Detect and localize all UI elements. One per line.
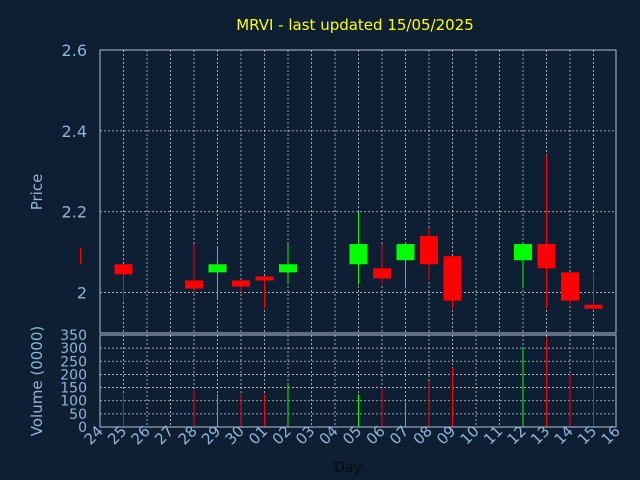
volume-tick-label: 200 [60, 367, 87, 383]
volume-tick-label: 150 [60, 381, 87, 397]
volume-tick-label: 300 [60, 341, 87, 357]
candle-body [232, 280, 250, 287]
volume-tick-label: 0 [78, 420, 87, 436]
volume-bars [123, 337, 594, 427]
price-tick-label: 2 [77, 284, 87, 303]
candle-body [185, 280, 203, 289]
candle-body [255, 276, 274, 281]
candle-body [279, 264, 297, 273]
candle-body [349, 244, 368, 265]
price-tick-label: 2.2 [62, 203, 87, 222]
volume-tick-label: 100 [60, 394, 87, 410]
volume-tick-label: 50 [69, 407, 87, 423]
volume-plot-frame [99, 334, 617, 428]
price-tick-label: 2.4 [62, 122, 87, 141]
chart-title: MRVI - last updated 15/05/2025 [236, 16, 474, 34]
price-candles [80, 155, 603, 309]
candle-body [373, 268, 391, 279]
price-tick-label: 2.6 [62, 41, 87, 60]
volume-tick-label: 350 [60, 328, 87, 344]
candle-body [420, 235, 438, 265]
volume-tick-label: 250 [60, 354, 87, 370]
candle-body [114, 264, 133, 275]
candle-body [537, 244, 556, 269]
candle-body [561, 272, 579, 301]
x-ticks: 2425262728293001020304050607080910111213… [81, 422, 624, 448]
price-plot-frame [99, 49, 617, 334]
candle-body [584, 304, 603, 309]
candle-body [208, 264, 227, 273]
price-y-ticks: 2 2.2 2.4 2.6 [62, 41, 87, 303]
volume-axis-label: Volume (0000) [28, 326, 46, 436]
x-axis-label: Day [334, 460, 362, 476]
candle-body [514, 244, 532, 261]
candle-body [443, 256, 462, 301]
price-axis-label: Price [28, 174, 46, 211]
candle-body [396, 244, 415, 261]
